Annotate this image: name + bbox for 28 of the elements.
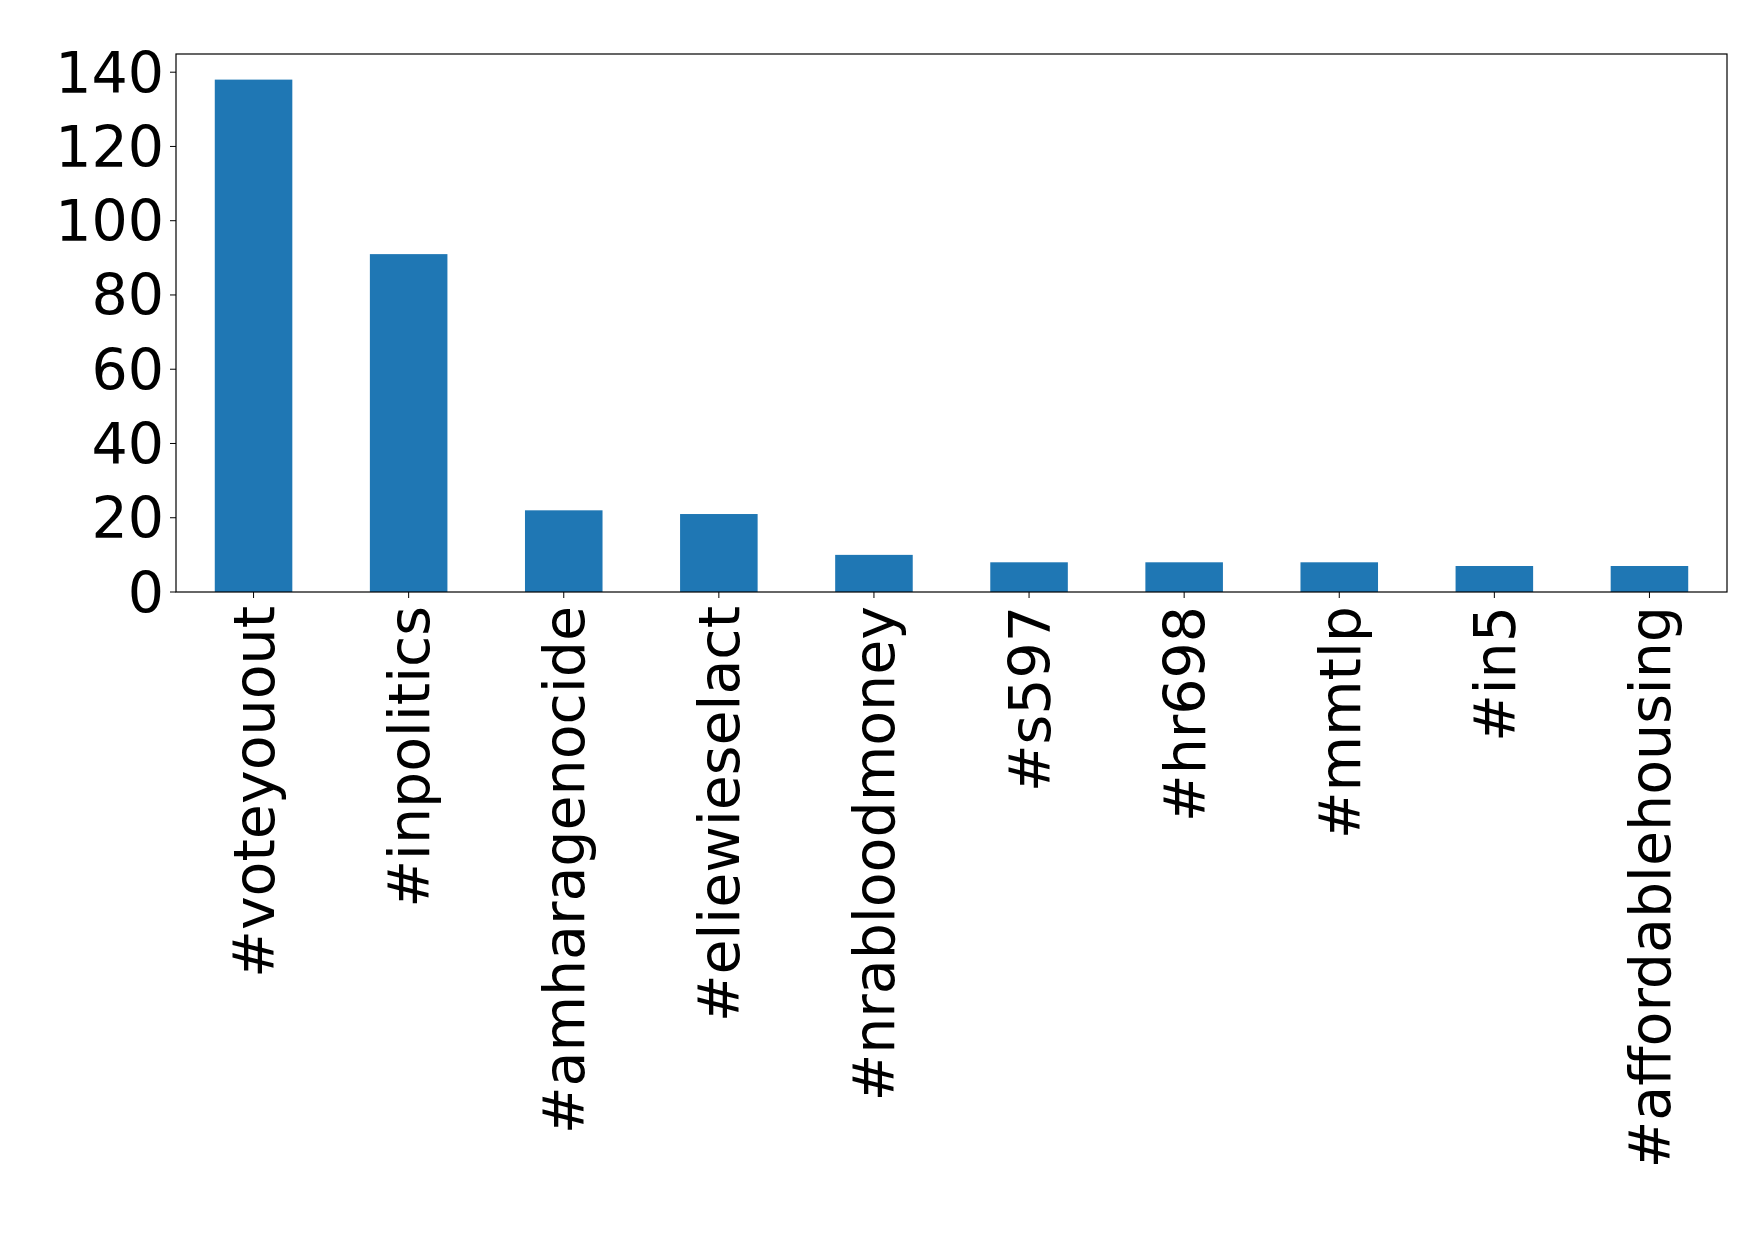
bar [1300,562,1379,592]
x-tick-label: #amharagenocide [531,606,598,1135]
y-tick-label: 80 [91,262,164,329]
x-tick-label: #nrabloodmoney [841,606,908,1102]
bar [524,510,603,592]
x-tick-label: #affordablehousing [1616,606,1683,1169]
bar [1610,566,1689,592]
bar [369,254,448,592]
x-tick-label: #inpolitics [376,606,443,908]
x-tick-label: #mmtlp [1306,606,1373,840]
x-tick-label: #s597 [996,606,1063,793]
x-tick-label: #hr698 [1151,606,1218,823]
bar [835,554,913,592]
bar [1455,566,1534,592]
bar [214,79,293,592]
x-tick-label: #in5 [1461,606,1528,742]
bar [680,514,758,592]
x-tick-label: #eliewieselact [686,606,753,1023]
y-tick-label: 60 [91,336,164,403]
y-tick-label: 140 [55,39,164,106]
y-tick-label: 40 [91,411,164,477]
bar [1145,562,1223,592]
y-tick-label: 120 [55,113,164,180]
y-tick-label: 100 [55,188,164,255]
y-tick-label: 0 [127,559,164,626]
bar [990,562,1068,592]
x-tick-label: #voteyouout [221,606,288,978]
y-tick-label: 20 [91,485,164,552]
